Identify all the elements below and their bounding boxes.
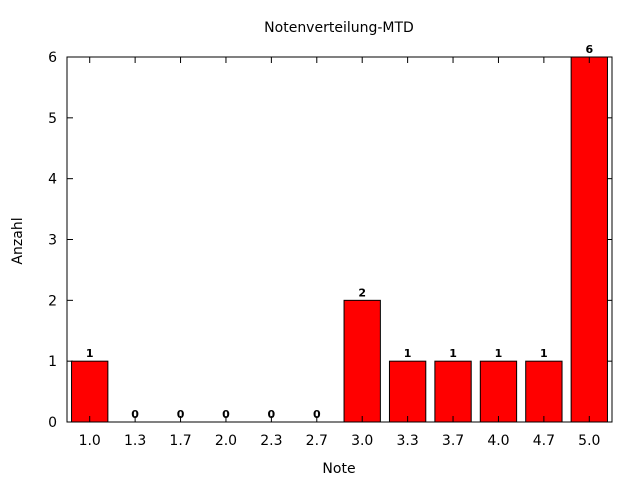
x-tick-label: 1.3 (124, 433, 146, 449)
data-label-2.7: 0 (313, 408, 321, 421)
y-tick-label: 0 (48, 415, 57, 431)
data-label-2.0: 0 (222, 408, 230, 421)
plot-frame (66, 56, 613, 423)
data-label-1.3: 0 (131, 408, 139, 421)
x-tick-label: 4.7 (533, 433, 555, 449)
bars-group: 1 0 0 0 0 0 2 1 1 1 1 6 (71, 43, 608, 423)
bar-3.7 (434, 360, 472, 423)
x-tick-label: 2.3 (260, 433, 282, 449)
x-tick-label: 1.7 (169, 433, 191, 449)
y-tick-label: 6 (48, 50, 57, 66)
y-axis-label: Anzahl (10, 217, 26, 264)
y-tick-label: 1 (48, 354, 57, 370)
data-label-4.0: 1 (495, 347, 503, 360)
x-axis-label: Note (322, 461, 355, 477)
x-tick-label: 4.0 (487, 433, 509, 449)
chart-title: Notenverteilung-MTD (264, 20, 414, 36)
y-tick-label: 5 (48, 111, 57, 127)
bar-4.0 (479, 360, 518, 423)
data-label-1.0: 1 (86, 347, 94, 360)
data-label-3.0: 2 (358, 286, 366, 299)
x-tick-label: 1.0 (79, 433, 101, 449)
x-tick-label: 5.0 (578, 433, 600, 449)
bar-4.7 (525, 360, 563, 423)
y-tick-label: 4 (48, 172, 57, 188)
data-label-3.7: 1 (449, 347, 457, 360)
x-tick-label: 2.0 (215, 433, 237, 449)
x-tick-label: 3.3 (396, 433, 418, 449)
x-tick-label: 2.7 (306, 433, 328, 449)
x-tick-label: 3.0 (351, 433, 373, 449)
x-tick-label: 3.7 (442, 433, 464, 449)
y-tick-label: 3 (48, 233, 57, 249)
bar-3.0 (343, 299, 381, 423)
data-label-1.7: 0 (177, 408, 185, 421)
x-axis: 1.0 1.3 1.7 2.0 2.3 2.7 3.0 3.3 3.7 4.0 4.7 5.0 (79, 57, 600, 449)
y-tick-label: 2 (48, 293, 57, 309)
bar-3.3 (388, 360, 427, 423)
data-label-5.0: 6 (585, 43, 593, 56)
data-label-2.3: 0 (268, 408, 276, 421)
data-label-4.7: 1 (540, 347, 548, 360)
bar-1.0 (71, 360, 109, 423)
data-label-3.3: 1 (404, 347, 412, 360)
bar-5.0 (570, 56, 608, 423)
